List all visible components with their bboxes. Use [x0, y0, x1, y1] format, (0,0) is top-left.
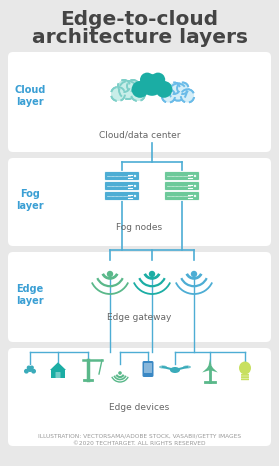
FancyBboxPatch shape: [165, 171, 199, 180]
Text: ILLUSTRATION: VECTORSAMA/ADOBE STOCK, VASABII/GETTY IMAGES
©2020 TECHTARGET. ALL: ILLUSTRATION: VECTORSAMA/ADOBE STOCK, VA…: [38, 434, 241, 446]
Ellipse shape: [183, 365, 191, 369]
FancyBboxPatch shape: [8, 158, 271, 246]
Circle shape: [31, 369, 36, 374]
FancyBboxPatch shape: [105, 181, 140, 191]
FancyBboxPatch shape: [8, 348, 271, 446]
Polygon shape: [50, 362, 66, 370]
FancyBboxPatch shape: [144, 363, 152, 373]
FancyBboxPatch shape: [56, 372, 61, 378]
FancyBboxPatch shape: [165, 192, 199, 200]
Circle shape: [127, 80, 139, 92]
Polygon shape: [210, 367, 218, 372]
Circle shape: [194, 185, 196, 187]
Polygon shape: [51, 370, 65, 378]
Circle shape: [27, 366, 33, 372]
Text: Edge gateway: Edge gateway: [107, 314, 172, 322]
Circle shape: [156, 81, 172, 98]
Circle shape: [140, 73, 154, 87]
Text: Cloud/data center: Cloud/data center: [99, 130, 180, 139]
Ellipse shape: [239, 362, 251, 375]
FancyBboxPatch shape: [241, 376, 249, 378]
FancyBboxPatch shape: [105, 171, 140, 180]
Circle shape: [162, 89, 175, 103]
Circle shape: [107, 271, 113, 277]
Circle shape: [131, 87, 145, 101]
Circle shape: [134, 185, 136, 187]
Text: Fog
layer: Fog layer: [16, 189, 44, 211]
Circle shape: [134, 175, 136, 177]
Circle shape: [141, 74, 163, 96]
Text: Edge
layer: Edge layer: [16, 284, 44, 306]
Circle shape: [151, 73, 165, 87]
FancyBboxPatch shape: [143, 361, 153, 377]
Circle shape: [111, 87, 125, 101]
Circle shape: [24, 369, 29, 374]
Circle shape: [194, 175, 196, 177]
FancyBboxPatch shape: [241, 374, 249, 376]
Circle shape: [149, 271, 155, 277]
Circle shape: [27, 365, 31, 370]
FancyBboxPatch shape: [8, 52, 271, 152]
Circle shape: [134, 195, 136, 197]
Circle shape: [118, 80, 130, 92]
Text: Edge devices: Edge devices: [109, 404, 170, 412]
Circle shape: [208, 365, 213, 370]
Ellipse shape: [159, 365, 167, 369]
FancyBboxPatch shape: [8, 252, 271, 342]
Circle shape: [169, 83, 187, 101]
FancyBboxPatch shape: [165, 181, 199, 191]
Text: Edge-to-cloud: Edge-to-cloud: [61, 10, 218, 29]
Circle shape: [191, 271, 197, 277]
Circle shape: [132, 81, 148, 98]
Circle shape: [194, 195, 196, 197]
Polygon shape: [208, 359, 212, 368]
Text: Cloud
layer: Cloud layer: [14, 85, 46, 107]
Text: architecture layers: architecture layers: [32, 28, 247, 47]
FancyBboxPatch shape: [241, 378, 249, 380]
Text: Fog nodes: Fog nodes: [116, 224, 163, 233]
Polygon shape: [202, 367, 210, 372]
Circle shape: [181, 89, 194, 103]
Circle shape: [177, 82, 188, 94]
FancyBboxPatch shape: [105, 192, 140, 200]
Circle shape: [30, 365, 34, 370]
Circle shape: [169, 82, 180, 94]
Ellipse shape: [170, 367, 180, 373]
Circle shape: [119, 81, 137, 99]
Circle shape: [118, 371, 122, 375]
